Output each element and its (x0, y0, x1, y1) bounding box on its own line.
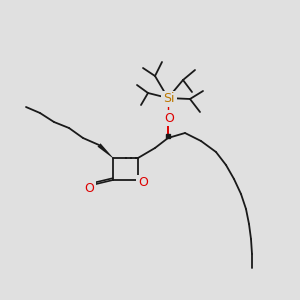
Text: O: O (138, 176, 148, 190)
Text: O: O (84, 182, 94, 194)
Text: O: O (164, 112, 174, 124)
Text: Si: Si (163, 92, 175, 106)
Polygon shape (98, 143, 113, 158)
